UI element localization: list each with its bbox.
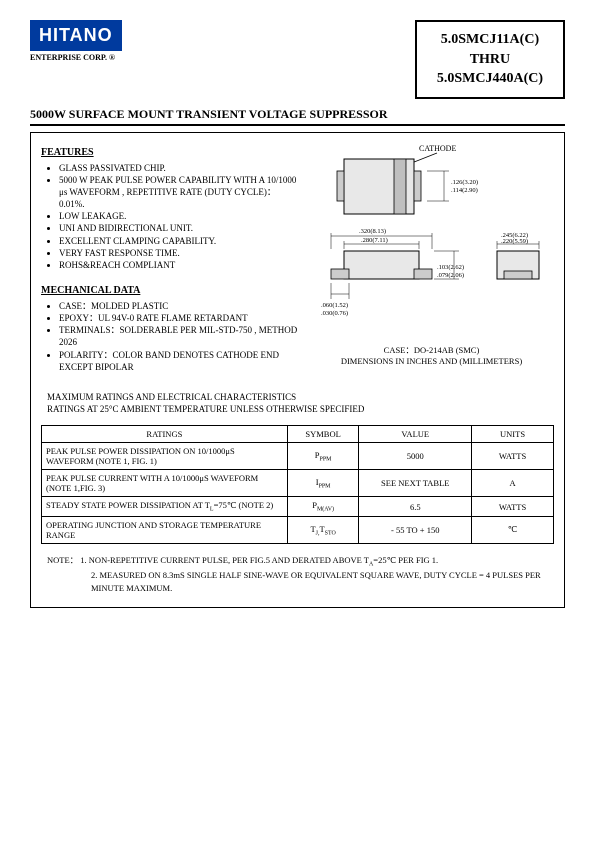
part-line1: 5.0SMCJ11A(C) <box>437 30 543 50</box>
logo-subtitle: ENTERPRISE CORP. ® <box>30 53 170 62</box>
package-caption: CASE：DO-214AB (SMC) DIMENSIONS IN INCHES… <box>309 345 554 367</box>
notes-block: NOTE： 1. NON-REPETITIVE CURRENT PULSE, P… <box>41 554 554 595</box>
table-row: PEAK PULSE CURRENT WITH A 10/1000μS WAVE… <box>42 470 554 497</box>
col-value: VALUE <box>359 426 472 443</box>
cell-symbol: TJ,TSTO <box>287 516 359 543</box>
cell-units: ℃ <box>472 516 554 543</box>
cell-rating: STEADY STATE POWER DISSIPATION AT TL=75℃… <box>42 497 288 517</box>
feature-item: UNI AND BIDIRECTIONAL UNIT. <box>59 222 299 234</box>
feature-item: 5000 W PEAK PULSE POWER CAPABILITY WITH … <box>59 174 299 210</box>
features-list: GLASS PASSIVATED CHIP. 5000 W PEAK PULSE… <box>41 162 299 271</box>
part-number-box: 5.0SMCJ11A(C) THRU 5.0SMCJ440A(C) <box>415 20 565 99</box>
dim-units-label: DIMENSIONS IN INCHES AND (MILLIMETERS) <box>341 356 522 366</box>
feature-item: ROHS&REACH COMPLIANT <box>59 259 299 271</box>
left-column: FEATURES GLASS PASSIVATED CHIP. 5000 W P… <box>41 141 299 373</box>
cell-rating: PEAK PULSE CURRENT WITH A 10/1000μS WAVE… <box>42 470 288 497</box>
svg-text:.220(5.59): .220(5.59) <box>501 238 528 245</box>
ratings-intro-2: RATINGS AT 25°C AMBIENT TEMPERATURE UNLE… <box>47 403 554 415</box>
part-line3: 5.0SMCJ440A(C) <box>437 69 543 89</box>
two-column-layout: FEATURES GLASS PASSIVATED CHIP. 5000 W P… <box>41 141 554 373</box>
cell-symbol: PPPM <box>287 443 359 470</box>
col-ratings: RATINGS <box>42 426 288 443</box>
svg-text:.030(0.76): .030(0.76) <box>321 310 348 317</box>
feature-item: EXCELLENT CLAMPING CAPABILITY. <box>59 235 299 247</box>
cell-value: - 55 TO + 150 <box>359 516 472 543</box>
cell-units: WATTS <box>472 443 554 470</box>
header-row: HITANO ENTERPRISE CORP. ® 5.0SMCJ11A(C) … <box>30 20 565 99</box>
package-diagram: CATHODE .126(3.20) .114(2.90) <box>309 141 554 341</box>
features-header: FEATURES <box>41 147 299 158</box>
mechdata-item: POLARITY：COLOR BAND DENOTES CATHODE END … <box>59 349 299 373</box>
cathode-label: CATHODE <box>419 144 456 153</box>
svg-text:.079(2.06): .079(2.06) <box>437 272 464 279</box>
note-2: 2. MEASURED ON 8.3mS SINGLE HALF SINE-WA… <box>47 569 554 595</box>
table-row: OPERATING JUNCTION AND STORAGE TEMPERATU… <box>42 516 554 543</box>
cell-value: 5000 <box>359 443 472 470</box>
mechdata-item: CASE：MOLDED PLASTIC <box>59 300 299 312</box>
cell-symbol: PM(AV) <box>287 497 359 517</box>
ratings-intro: MAXIMUM RATINGS AND ELECTRICAL CHARACTER… <box>47 391 554 415</box>
case-label: CASE：DO-214AB (SMC) <box>384 345 480 355</box>
cell-rating: PEAK PULSE POWER DISSIPATION ON 10/1000μ… <box>42 443 288 470</box>
col-symbol: SYMBOL <box>287 426 359 443</box>
mechdata-header: MECHANICAL DATA <box>41 285 299 296</box>
table-row: PEAK PULSE POWER DISSIPATION ON 10/1000μ… <box>42 443 554 470</box>
svg-text:.280(7.11): .280(7.11) <box>361 237 388 244</box>
package-diagram-column: CATHODE .126(3.20) .114(2.90) <box>309 141 554 373</box>
table-row: STEADY STATE POWER DISSIPATION AT TL=75℃… <box>42 497 554 517</box>
svg-text:.060(1.52): .060(1.52) <box>321 302 348 309</box>
ratings-intro-1: MAXIMUM RATINGS AND ELECTRICAL CHARACTER… <box>47 391 554 403</box>
svg-text:.103(2.62): .103(2.62) <box>437 264 464 271</box>
feature-item: GLASS PASSIVATED CHIP. <box>59 162 299 174</box>
feature-item: LOW LEAKAGE. <box>59 210 299 222</box>
cell-rating: OPERATING JUNCTION AND STORAGE TEMPERATU… <box>42 516 288 543</box>
cell-units: WATTS <box>472 497 554 517</box>
svg-text:.114(2.90): .114(2.90) <box>451 187 478 194</box>
note-lead: NOTE： <box>47 555 78 565</box>
col-units: UNITS <box>472 426 554 443</box>
cell-value: SEE NEXT TABLE <box>359 470 472 497</box>
cell-units: A <box>472 470 554 497</box>
mechdata-list: CASE：MOLDED PLASTIC EPOXY：UL 94V-0 RATE … <box>41 300 299 373</box>
cell-value: 6.5 <box>359 497 472 517</box>
logo-brand: HITANO <box>30 20 122 51</box>
svg-text:.126(3.20): .126(3.20) <box>451 179 478 186</box>
page-title: 5000W SURFACE MOUNT TRANSIENT VOLTAGE SU… <box>30 107 565 126</box>
note-1: 1. NON-REPETITIVE CURRENT PULSE, PER FIG… <box>80 555 369 565</box>
mechdata-item: TERMINALS：SOLDERABLE PER MIL-STD-750 , M… <box>59 324 299 348</box>
logo: HITANO ENTERPRISE CORP. ® <box>30 20 170 62</box>
part-line2: THRU <box>437 50 543 70</box>
table-header-row: RATINGS SYMBOL VALUE UNITS <box>42 426 554 443</box>
svg-text:.320(8.13): .320(8.13) <box>359 228 386 235</box>
ratings-table: RATINGS SYMBOL VALUE UNITS PEAK PULSE PO… <box>41 425 554 544</box>
mechdata-item: EPOXY：UL 94V-0 RATE FLAME RETARDANT <box>59 312 299 324</box>
main-content-box: FEATURES GLASS PASSIVATED CHIP. 5000 W P… <box>30 132 565 608</box>
feature-item: VERY FAST RESPONSE TIME. <box>59 247 299 259</box>
cell-symbol: IPPM <box>287 470 359 497</box>
